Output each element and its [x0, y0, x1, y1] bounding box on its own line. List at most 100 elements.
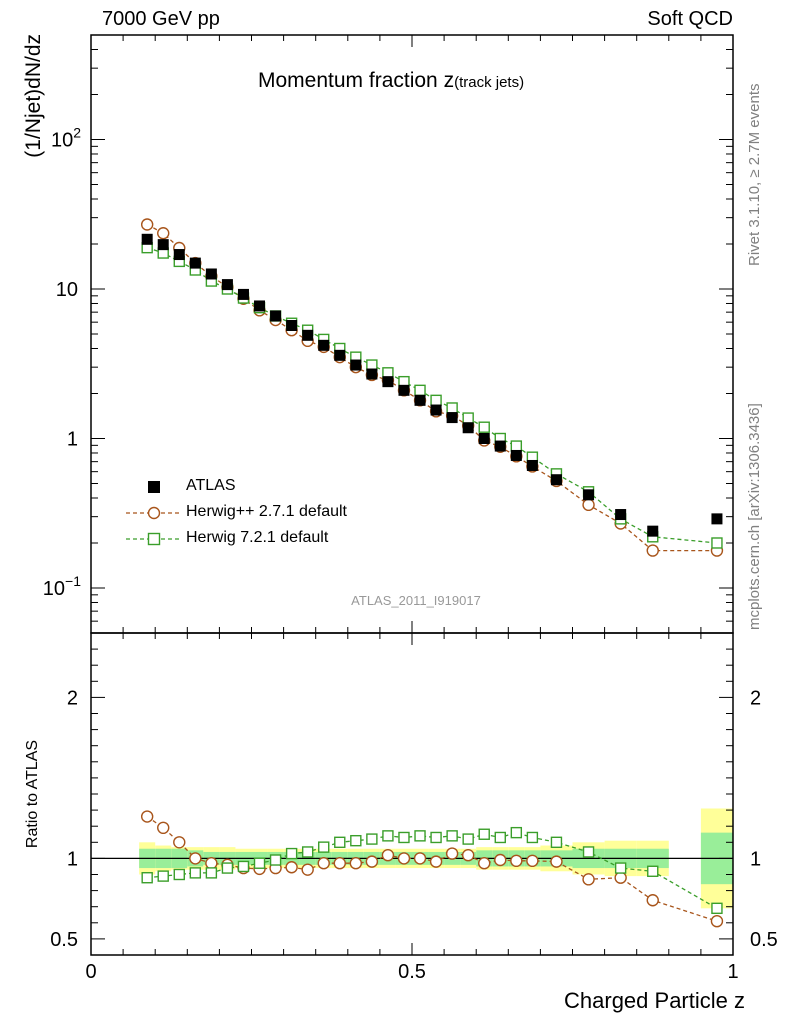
x-tick-label: 0.5	[398, 961, 426, 983]
ratio-point	[526, 831, 539, 844]
data-point	[550, 474, 562, 486]
y-tick-label-main: 1	[67, 428, 78, 450]
data-point	[414, 384, 426, 397]
ratio-point	[510, 826, 523, 839]
data-point	[254, 300, 266, 312]
data-point	[173, 249, 185, 261]
ratio-point	[221, 862, 234, 874]
ratio-point	[173, 868, 185, 881]
x-tick-label: 0	[85, 961, 96, 983]
atlas-marker-icon	[148, 481, 160, 493]
data-point	[140, 218, 154, 231]
data-point	[270, 310, 282, 322]
ratio-point	[382, 830, 394, 842]
open-circle-marker-icon	[126, 506, 180, 520]
data-point	[350, 359, 362, 371]
data-point	[478, 432, 490, 444]
ratio-point	[285, 847, 298, 860]
axis-ticks	[90, 34, 734, 956]
y-tick-label-ratio-right: 1	[750, 848, 761, 870]
plot-frames	[90, 34, 734, 956]
ratio-point	[237, 860, 250, 873]
data-point	[526, 459, 538, 471]
ratio-point	[445, 847, 459, 860]
data-point	[157, 227, 170, 240]
data-point	[157, 239, 169, 251]
y-tick-label-ratio: 0.5	[50, 929, 78, 951]
ratio-point	[414, 830, 426, 842]
y-tick-label-ratio-right: 2	[750, 687, 761, 709]
ratio-point	[550, 836, 563, 848]
series-lines	[146, 223, 718, 922]
y-axis-label-main: (1/Njet)dN/dz	[22, 34, 45, 158]
ratio-point	[582, 873, 595, 886]
data-point	[398, 384, 410, 396]
data-point	[205, 268, 217, 280]
ratio-point	[381, 848, 395, 862]
ratio-point	[141, 872, 153, 884]
data-point	[510, 440, 523, 452]
rivet-version-label: Rivet 3.1.10, ≥ 2.7M events	[746, 83, 763, 267]
y-tick-label-ratio-right: 0.5	[750, 929, 778, 951]
open-square-marker-icon	[126, 532, 180, 546]
data-point	[615, 509, 627, 521]
ratio-point	[173, 836, 186, 849]
ratio-point	[334, 836, 346, 848]
ratio-point	[582, 846, 595, 858]
data-point	[446, 402, 458, 414]
ratio-point	[366, 833, 378, 845]
data-point	[478, 421, 490, 433]
legend-label: ATLAS	[186, 477, 236, 494]
ratio-point	[205, 867, 218, 879]
data-point	[334, 349, 346, 361]
data-point	[583, 489, 595, 501]
ratio-point	[646, 894, 659, 907]
y-tick-label-ratio: 2	[67, 687, 78, 709]
x-axis-label: Charged Particle z	[564, 988, 745, 1013]
chart-texts: Momentum fraction z(track jets) ATLAS_201…	[22, 34, 745, 1013]
data-point	[189, 257, 201, 269]
data-point	[494, 440, 506, 452]
ratio-point	[494, 853, 507, 867]
data-point	[366, 368, 378, 380]
ratio-point	[269, 854, 282, 866]
y-tick-label-ratio: 1	[67, 848, 78, 870]
data-point	[462, 412, 474, 424]
ratio-point	[189, 852, 202, 865]
ratio-point	[614, 871, 627, 884]
data-point	[510, 449, 522, 461]
ratio-point	[365, 855, 379, 868]
analysis-watermark: ATLAS_2011_I919017	[351, 593, 481, 608]
ratio-point	[494, 831, 506, 844]
chart-title: Momentum fraction z(track jets)	[258, 69, 524, 92]
ratio-point	[301, 863, 314, 876]
ratio-point	[285, 861, 298, 874]
x-tick-label: 1	[727, 961, 738, 983]
data-point	[302, 329, 314, 341]
legend-label: Herwig++ 2.7.1 default	[186, 503, 347, 520]
ratio-point	[397, 852, 411, 865]
ratio-point	[205, 857, 218, 870]
ratio-panel-frame	[90, 632, 734, 956]
ratio-point	[333, 857, 346, 870]
data-point	[646, 544, 659, 557]
ratio-point	[510, 854, 523, 868]
data-point	[647, 525, 659, 537]
data-point	[237, 288, 249, 300]
header-energy-label: 7000 GeV pp	[102, 8, 220, 30]
ratio-point	[710, 914, 724, 928]
ratio-point	[350, 834, 362, 847]
ratio-point	[430, 831, 442, 844]
tick-labels: 10−1 1 10 102 0.5 0.5 1 1 2 2 0 0.5 1	[43, 124, 778, 983]
data-point	[430, 394, 442, 407]
ratio-point	[157, 821, 170, 835]
ratio-point	[478, 828, 490, 840]
data-point	[414, 394, 426, 406]
ratio-point	[647, 865, 659, 877]
header-process-label: Soft QCD	[647, 8, 733, 30]
data-point	[141, 233, 153, 245]
data-point	[221, 279, 233, 291]
y-tick-label-main: 10−1	[43, 573, 81, 600]
ratio-point	[301, 846, 314, 858]
